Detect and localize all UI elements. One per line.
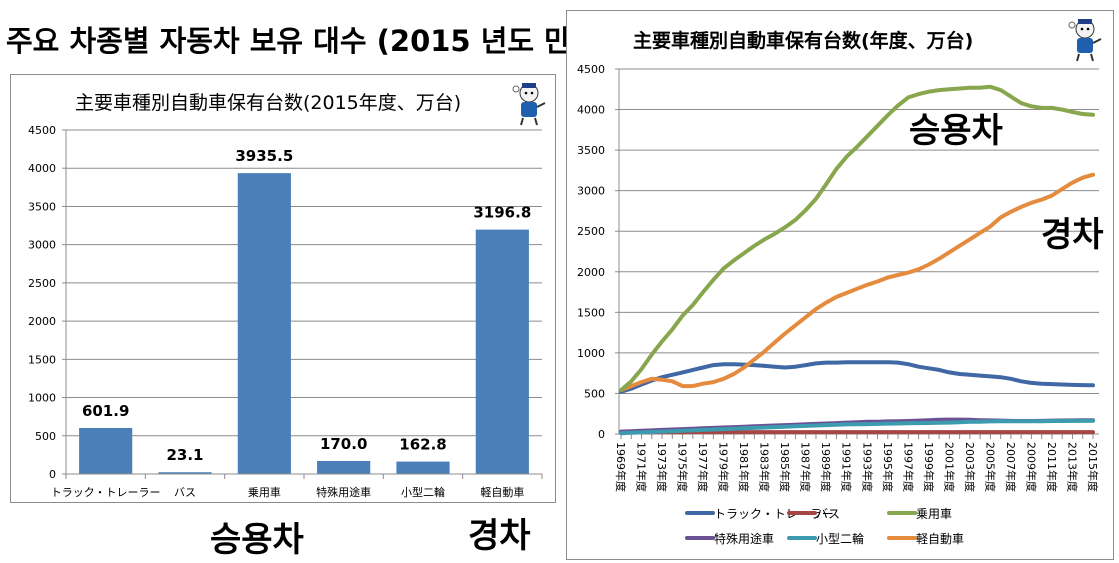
x-tick-label: 1969年度 [614, 442, 628, 492]
x-tick-label: 2009年度 [1024, 442, 1038, 492]
x-tick-label: 特殊用途車 [316, 485, 371, 499]
series-line-motorcycle [619, 418, 1095, 436]
legend-label: 小型二輪 [816, 531, 864, 546]
y-tick-label: 500 [584, 387, 605, 400]
x-tick-label: 1983年度 [758, 442, 772, 492]
data-label: 601.9 [82, 402, 129, 420]
x-tick-label: 2011年度 [1045, 442, 1059, 492]
bar-chart-title: 主要車種別自動車保有台数(2015年度、万台) [75, 92, 462, 114]
x-tick-label: 1971年度 [635, 442, 649, 492]
cat-mascot-icon [512, 83, 546, 126]
x-tick-label: 2001年度 [942, 442, 956, 492]
legend-label: 乗用車 [916, 507, 952, 521]
x-tick-label: 1991年度 [840, 442, 854, 492]
y-tick-label: 0 [598, 428, 605, 441]
x-tick-label: 1981年度 [737, 442, 751, 492]
y-tick-label: 1500 [577, 306, 605, 319]
bar-chart: 0 500 1000 1500 2000 2500 3000 3500 4000 4500 601.… [28, 124, 543, 499]
x-tick-label: 1993年度 [860, 442, 874, 492]
y-tick-label: 3500 [577, 144, 605, 157]
y-tick-label: 2500 [577, 225, 605, 238]
line-chart: 0 500 1000 1500 2000 2500 3000 3500 4000 4500 1969… [577, 63, 1100, 546]
y-tick-label: 2000 [577, 266, 605, 279]
legend-label: トラック・トレーラー [714, 507, 834, 521]
series-line-passenger [619, 84, 1095, 393]
y-tick-label: 1000 [577, 347, 605, 360]
legend-label: 特殊用途車 [714, 531, 774, 546]
y-tick-label: 4500 [28, 124, 56, 137]
bar-chart-panel: 主要車種別自動車保有台数(2015年度、万台) 0 500 1000 1500 2000… [10, 74, 556, 503]
x-tick-label: 2015年度 [1086, 442, 1100, 492]
x-tick-label: 1987年度 [799, 442, 813, 492]
x-tick-label: 1997年度 [901, 442, 915, 492]
x-tick-label: 1977年度 [696, 442, 710, 492]
x-tick-label: 軽自動車 [480, 485, 524, 499]
x-tick-label: 1989年度 [819, 442, 833, 492]
bar [237, 173, 291, 474]
x-tick-label: 乗用車 [248, 485, 281, 499]
y-tick-label: 4000 [28, 162, 56, 175]
bar [475, 229, 529, 474]
annotation-light-line: 경차 [1041, 215, 1104, 255]
y-tick-label: 2500 [28, 277, 56, 290]
legend-label: 軽自動車 [916, 532, 964, 546]
line-chart-title: 主要車種別自動車保有台数(年度、万台) [633, 30, 974, 52]
x-tick-label: 2013年度 [1065, 442, 1079, 492]
y-tick-label: 2000 [28, 315, 56, 328]
y-tick-label: 3000 [28, 239, 56, 252]
bar [158, 472, 212, 474]
x-tick-label: 2007年度 [1004, 442, 1018, 492]
data-label: 162.8 [399, 436, 446, 454]
annotation-passenger-bar: 승용차 [210, 520, 304, 560]
series-line-truck [619, 360, 1095, 394]
y-tick-label: 3000 [577, 185, 605, 198]
y-tick-label: 1000 [28, 392, 56, 405]
cat-mascot-icon [1068, 19, 1102, 62]
line-chart-panel: 主要車種別自動車保有台数(年度、万台) 0 500 1000 1500 2000 2500… [566, 10, 1114, 560]
x-tick-label: 1995年度 [881, 442, 895, 492]
x-tick-label: 2003年度 [963, 442, 977, 492]
bar [79, 427, 133, 474]
x-tick-label: 2005年度 [983, 442, 997, 492]
x-tick-label: トラック・トレーラー [51, 486, 161, 499]
x-tick-label: 小型二輪 [401, 485, 445, 499]
y-tick-label: 3500 [28, 200, 56, 213]
x-tick-label: 1999年度 [922, 442, 936, 492]
annotation-passenger-line: 승용차 [909, 111, 1003, 151]
page-title: 주요 차종별 자동차 보유 대수 (2015 년도 만대) [6, 24, 611, 58]
series-line-light [619, 172, 1095, 393]
y-tick-label: 4500 [577, 63, 605, 76]
bar [317, 461, 371, 474]
data-label: 170.0 [320, 435, 367, 453]
data-label: 3196.8 [473, 204, 531, 222]
data-label: 23.1 [166, 446, 203, 464]
y-tick-label: 4000 [577, 104, 605, 117]
x-tick-label: バス [174, 486, 196, 499]
y-tick-label: 0 [49, 468, 56, 481]
y-tick-label: 500 [35, 430, 56, 443]
y-tick-label: 1500 [28, 353, 56, 366]
bar [396, 461, 450, 474]
data-label: 3935.5 [235, 147, 293, 165]
x-tick-label: 1975年度 [676, 442, 690, 492]
x-tick-label: 1979年度 [717, 442, 731, 492]
x-tick-label: 1985年度 [778, 442, 792, 492]
legend-label: バス [816, 507, 840, 521]
annotation-light-bar: 경차 [468, 516, 531, 556]
x-tick-label: 1973年度 [655, 442, 669, 492]
